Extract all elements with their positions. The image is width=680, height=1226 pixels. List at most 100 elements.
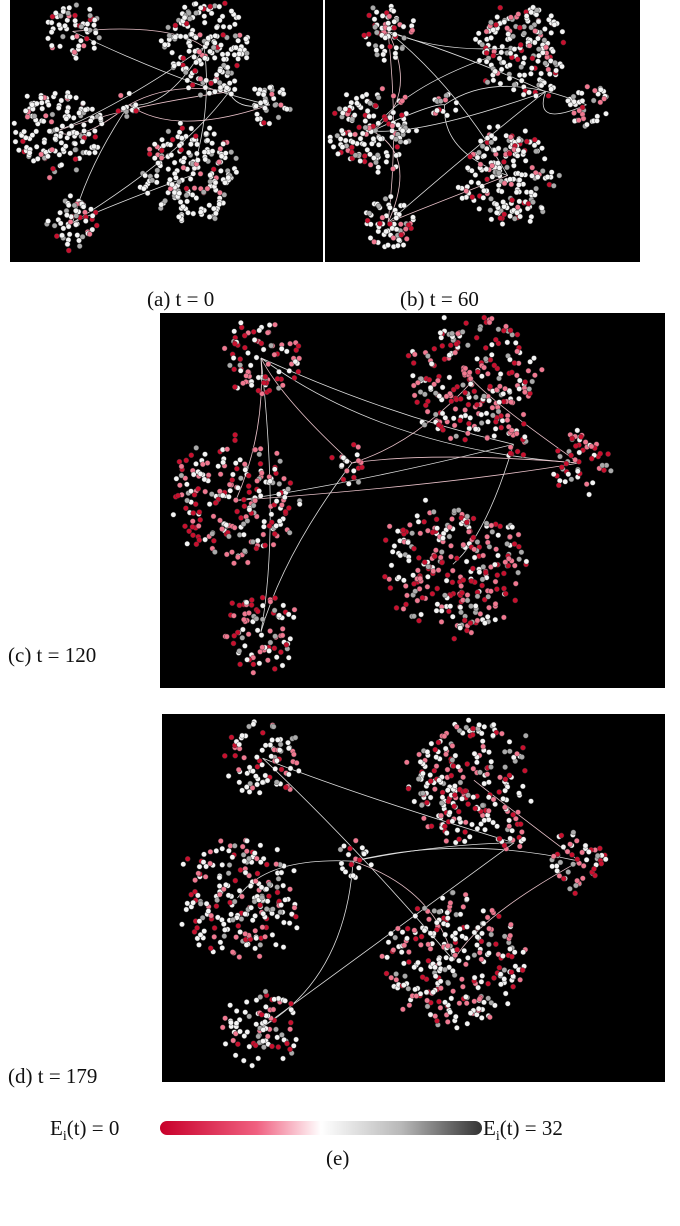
- node: [507, 739, 512, 744]
- node: [238, 357, 243, 362]
- node: [287, 368, 292, 373]
- node: [218, 838, 223, 843]
- node: [167, 177, 172, 182]
- node: [454, 556, 459, 561]
- node: [264, 887, 269, 892]
- node: [481, 553, 486, 558]
- node: [185, 901, 190, 906]
- node: [221, 32, 226, 37]
- node: [501, 60, 506, 65]
- node: [193, 878, 198, 883]
- node: [179, 922, 184, 927]
- node: [469, 822, 474, 827]
- node: [434, 517, 439, 522]
- node: [66, 224, 71, 229]
- node: [444, 955, 449, 960]
- node: [506, 556, 511, 561]
- node: [25, 94, 30, 99]
- node: [480, 42, 485, 47]
- node: [469, 578, 474, 583]
- node: [573, 883, 578, 888]
- node: [25, 114, 30, 119]
- node: [563, 479, 568, 484]
- node: [468, 415, 473, 420]
- node: [571, 94, 576, 99]
- node: [234, 156, 239, 161]
- node: [247, 1044, 252, 1049]
- node: [279, 346, 284, 351]
- node: [401, 528, 406, 533]
- node: [254, 1022, 259, 1027]
- node: [192, 492, 197, 497]
- node: [222, 927, 227, 932]
- node: [240, 627, 245, 632]
- node: [280, 663, 285, 668]
- node: [230, 601, 235, 606]
- node: [437, 394, 442, 399]
- node: [539, 71, 544, 76]
- node: [226, 848, 231, 853]
- node: [63, 144, 68, 149]
- node: [220, 846, 225, 851]
- node: [41, 119, 46, 124]
- node: [522, 434, 527, 439]
- node: [480, 144, 485, 149]
- node: [405, 926, 410, 931]
- node: [464, 628, 469, 633]
- node: [484, 59, 489, 64]
- node: [488, 196, 493, 201]
- node: [435, 526, 440, 531]
- node: [508, 15, 513, 20]
- node: [438, 555, 443, 560]
- node: [450, 614, 455, 619]
- node: [439, 608, 444, 613]
- node: [255, 764, 260, 769]
- node: [252, 87, 257, 92]
- node: [203, 157, 208, 162]
- node: [278, 742, 283, 747]
- node: [238, 662, 243, 667]
- node: [454, 397, 459, 402]
- node: [392, 32, 397, 37]
- node: [589, 456, 594, 461]
- node: [410, 28, 415, 33]
- node: [509, 198, 514, 203]
- node: [458, 780, 463, 785]
- node: [236, 923, 241, 928]
- node: [58, 221, 63, 226]
- node: [514, 751, 519, 756]
- node: [82, 128, 87, 133]
- node: [29, 102, 34, 107]
- node: [87, 150, 92, 155]
- node: [340, 144, 345, 149]
- node: [296, 768, 301, 773]
- node: [422, 560, 427, 565]
- node: [437, 961, 442, 966]
- node: [145, 191, 150, 196]
- node: [524, 559, 529, 564]
- node: [486, 605, 491, 610]
- node: [168, 142, 173, 147]
- node: [585, 84, 590, 89]
- node: [508, 214, 513, 219]
- node: [261, 1027, 266, 1032]
- node: [411, 360, 416, 365]
- node: [392, 543, 397, 548]
- node: [74, 34, 79, 39]
- node: [483, 345, 488, 350]
- node: [213, 33, 218, 38]
- node: [575, 428, 580, 433]
- node: [599, 861, 604, 866]
- node: [226, 534, 231, 539]
- node: [497, 836, 502, 841]
- node: [528, 219, 533, 224]
- node: [247, 789, 252, 794]
- node: [272, 997, 277, 1002]
- node: [337, 106, 342, 111]
- node: [249, 602, 254, 607]
- node: [251, 662, 256, 667]
- node: [561, 844, 566, 849]
- node: [512, 82, 517, 87]
- node: [220, 52, 225, 57]
- node: [539, 206, 544, 211]
